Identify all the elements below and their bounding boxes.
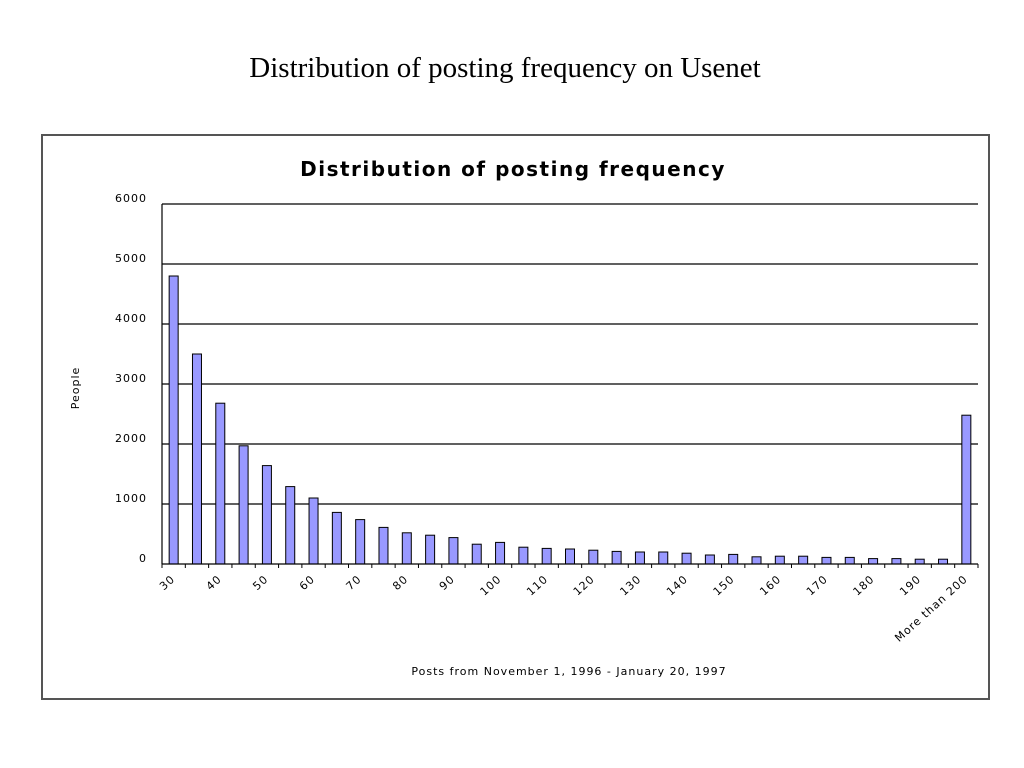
y-tick-label: 6000 bbox=[115, 192, 147, 205]
bar bbox=[728, 553, 739, 565]
x-tick-label: 110 bbox=[524, 573, 551, 599]
bar-chart: Distribution of posting frequency People… bbox=[69, 157, 979, 678]
x-tick-label: 140 bbox=[664, 573, 691, 599]
x-tick-label: 90 bbox=[437, 573, 458, 593]
bar bbox=[798, 555, 809, 565]
x-tick-label: 80 bbox=[390, 573, 411, 593]
bar bbox=[891, 558, 902, 565]
bar bbox=[774, 555, 785, 565]
x-tick-labels: 30 40 50 60 70 80 90 100 110 120 130 140 150 160 170 18… bbox=[157, 573, 970, 645]
bar bbox=[541, 547, 552, 565]
x-axis-label: Posts from November 1, 1996 - January 20… bbox=[411, 665, 726, 678]
x-tick-label: 130 bbox=[617, 573, 644, 599]
x-tick-label: 150 bbox=[711, 573, 738, 599]
x-tick-label: 70 bbox=[344, 573, 365, 593]
bar bbox=[938, 558, 949, 565]
y-tick-label: 0 bbox=[139, 552, 147, 565]
bars bbox=[168, 275, 972, 565]
bar bbox=[961, 414, 972, 565]
bar bbox=[261, 465, 272, 565]
bar bbox=[238, 445, 249, 565]
axes bbox=[161, 204, 979, 568]
gridlines bbox=[162, 203, 978, 505]
x-tick-label: 50 bbox=[250, 573, 271, 593]
bar bbox=[495, 541, 506, 565]
slide-title: Distribution of posting frequency on Use… bbox=[249, 52, 761, 84]
y-tick-label: 4000 bbox=[115, 312, 147, 325]
bar bbox=[588, 549, 599, 565]
bar bbox=[331, 511, 342, 565]
bar bbox=[518, 546, 529, 565]
bar bbox=[611, 550, 622, 565]
bar bbox=[285, 486, 296, 565]
bar bbox=[821, 556, 832, 565]
bar bbox=[751, 556, 762, 565]
y-tick-labels: 0 1000 2000 3000 4000 5000 6000 bbox=[115, 192, 147, 565]
bar bbox=[914, 558, 925, 565]
bar bbox=[565, 548, 575, 565]
x-tick-label: 180 bbox=[851, 573, 878, 599]
y-axis-label: People bbox=[69, 367, 82, 410]
bar bbox=[215, 402, 226, 565]
bar bbox=[634, 551, 645, 565]
x-tick-label: 100 bbox=[478, 573, 505, 599]
bar bbox=[868, 558, 879, 565]
bar bbox=[308, 497, 319, 565]
x-tick-label: 190 bbox=[897, 573, 924, 599]
bar bbox=[844, 556, 855, 565]
x-tick-label: 30 bbox=[157, 573, 178, 593]
chart-frame: Distribution of posting frequency People… bbox=[41, 134, 990, 700]
bar bbox=[355, 519, 366, 565]
y-tick-label: 3000 bbox=[115, 372, 147, 385]
x-tick-label: 60 bbox=[297, 573, 318, 593]
bar bbox=[704, 554, 715, 565]
bar bbox=[378, 526, 389, 565]
bar bbox=[471, 543, 482, 565]
bar bbox=[425, 534, 436, 565]
y-tick-label: 1000 bbox=[115, 492, 147, 505]
bar bbox=[191, 353, 202, 565]
x-tick-label: 160 bbox=[757, 573, 784, 599]
bar bbox=[681, 552, 692, 565]
y-tick-label: 2000 bbox=[115, 432, 147, 445]
x-tick-label: 40 bbox=[204, 573, 225, 593]
bar bbox=[168, 275, 179, 565]
x-tick-label: 170 bbox=[804, 573, 831, 599]
x-tick-label: 120 bbox=[571, 573, 598, 599]
bar bbox=[658, 551, 669, 565]
bar bbox=[448, 537, 459, 565]
bar bbox=[401, 532, 412, 565]
chart-title: Distribution of posting frequency bbox=[300, 157, 726, 181]
y-tick-label: 5000 bbox=[115, 252, 147, 265]
